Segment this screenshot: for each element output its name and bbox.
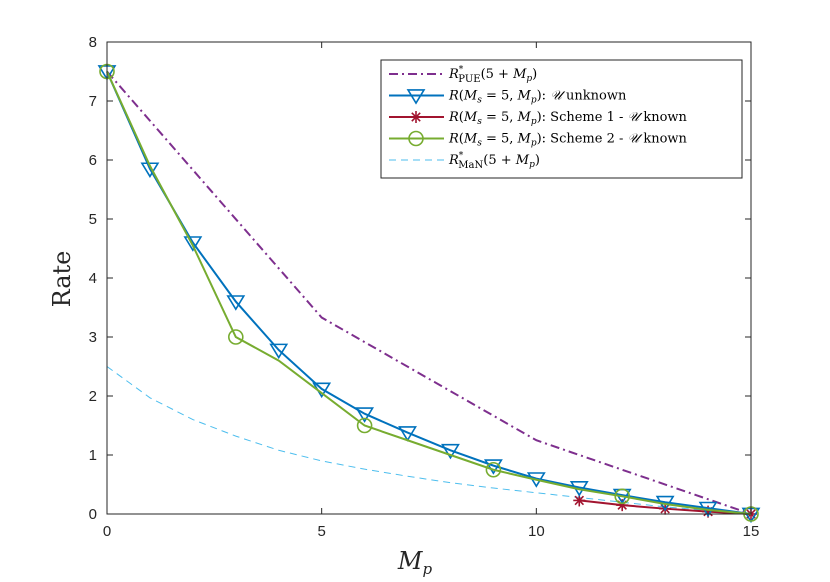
data-point — [408, 130, 424, 147]
x-tick-label: 10 — [528, 523, 545, 540]
series-1 — [106, 70, 752, 515]
series-line — [106, 71, 752, 515]
series-line — [106, 71, 752, 515]
data-point — [183, 236, 203, 252]
data-point — [441, 443, 460, 460]
data-point — [483, 459, 503, 475]
legend-label: R* MaN(5 + Mp) — [448, 151, 540, 171]
x-tick-label: 0 — [103, 523, 111, 540]
legend-entry-2: R(Ms = 5, Mp): 𝒰 unknown — [389, 89, 627, 106]
data-point — [485, 461, 502, 478]
y-tick-label: 2 — [89, 388, 97, 405]
data-point — [228, 329, 244, 345]
series-5 — [106, 366, 752, 515]
data-point — [226, 295, 246, 311]
data-point — [398, 426, 417, 442]
x-tick-label: 15 — [743, 523, 760, 540]
x-tick-label: 5 — [317, 523, 325, 540]
legend-label: R* PUE(5 + Mp) — [448, 65, 537, 85]
y-tick-label: 6 — [89, 152, 97, 169]
data-point — [269, 343, 289, 360]
legend-box — [380, 59, 743, 179]
legend-entry-3: R(Ms = 5, Mp): Scheme 1 - 𝒰 known — [389, 110, 688, 127]
legend-entry-4: R(Ms = 5, Mp): Scheme 2 - 𝒰 known — [389, 130, 688, 149]
x-axis-label: Mp — [397, 547, 433, 578]
data-point — [356, 417, 373, 434]
data-point — [406, 89, 426, 105]
data-point — [614, 488, 631, 505]
data-point — [355, 407, 375, 423]
y-axis-label: Rate — [48, 251, 76, 308]
legend-label: R(Ms = 5, Mp): Scheme 1 - 𝒰 known — [448, 110, 688, 127]
y-tick-label: 3 — [89, 329, 97, 346]
legend-label: R(Ms = 5, Mp): 𝒰 unknown — [448, 89, 627, 106]
series-line — [106, 366, 752, 515]
y-tick-label: 8 — [89, 34, 97, 51]
legend-entry-5: R* MaN(5 + Mp) — [389, 151, 540, 171]
y-tick-label: 5 — [89, 211, 97, 228]
y-tick-label: 4 — [89, 270, 97, 287]
series-line — [106, 70, 752, 515]
data-point — [140, 162, 160, 178]
y-tick-label: 0 — [89, 506, 97, 523]
legend-entry-1: R* PUE(5 + Mp) — [389, 65, 537, 85]
data-point — [410, 111, 422, 123]
series-layer — [97, 63, 761, 524]
legend: R* PUE(5 + Mp) R(Ms = 5, Mp): 𝒰 unknown R(M… — [380, 59, 743, 179]
y-tick-label: 7 — [89, 93, 97, 110]
y-tick-label: 1 — [89, 447, 97, 464]
legend-label: R(Ms = 5, Mp): Scheme 2 - 𝒰 known — [448, 132, 688, 149]
tick-layer: 0 5 10 15 0 1 2 3 4 5 6 7 8 — [89, 34, 760, 540]
